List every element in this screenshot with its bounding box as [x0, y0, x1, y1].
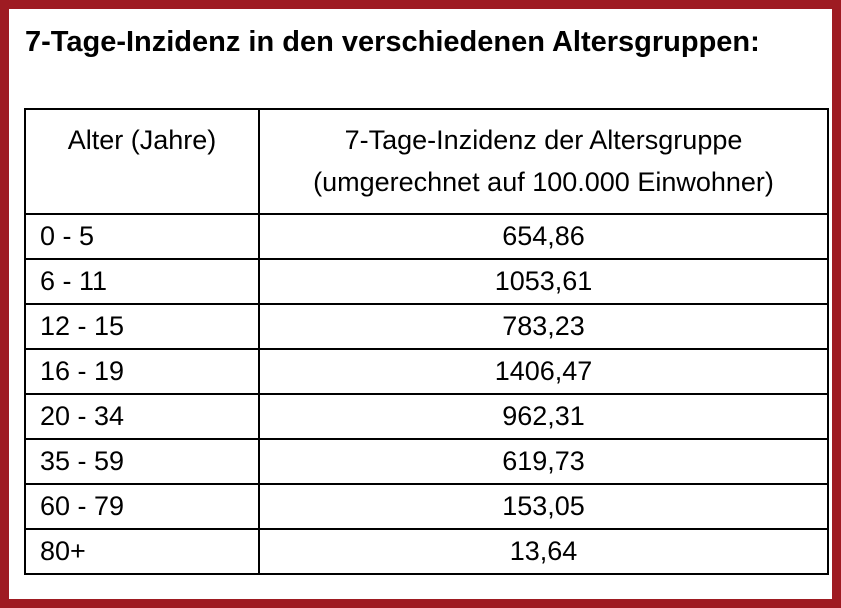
incidence-table: Alter (Jahre) 7-Tage-Inzidenz der Alters…: [24, 108, 829, 575]
value-cell: 1406,47: [258, 348, 829, 395]
value-cell: 654,86: [258, 213, 829, 260]
table-row: 6 - 11 1053,61: [24, 258, 829, 305]
table-row: 20 - 34 962,31: [24, 393, 829, 440]
table-row: 35 - 59 619,73: [24, 438, 829, 485]
age-cell: 12 - 15: [24, 303, 260, 350]
value-cell: 962,31: [258, 393, 829, 440]
value-cell: 153,05: [258, 483, 829, 530]
col-header-incidence: 7-Tage-Inzidenz der Altersgruppe (umgere…: [258, 108, 829, 215]
value-cell: 783,23: [258, 303, 829, 350]
age-cell: 35 - 59: [24, 438, 260, 485]
col-header-incidence-line1: 7-Tage-Inzidenz der Altersgruppe: [344, 125, 743, 155]
age-cell: 6 - 11: [24, 258, 260, 305]
age-cell: 0 - 5: [24, 213, 260, 260]
table-header-row: Alter (Jahre) 7-Tage-Inzidenz der Alters…: [24, 108, 829, 215]
col-header-incidence-line2: (umgerechnet auf 100.000 Einwohner): [313, 167, 774, 197]
value-cell: 1053,61: [258, 258, 829, 305]
value-cell: 13,64: [258, 528, 829, 575]
table-row: 0 - 5 654,86: [24, 213, 829, 260]
page-title: 7-Tage-Inzidenz in den verschiedenen Alt…: [25, 26, 760, 58]
age-cell: 16 - 19: [24, 348, 260, 395]
table-row: 12 - 15 783,23: [24, 303, 829, 350]
table-row: 60 - 79 153,05: [24, 483, 829, 530]
age-cell: 20 - 34: [24, 393, 260, 440]
age-cell: 60 - 79: [24, 483, 260, 530]
value-cell: 619,73: [258, 438, 829, 485]
col-header-age: Alter (Jahre): [24, 108, 260, 215]
table-row: 16 - 19 1406,47: [24, 348, 829, 395]
age-cell: 80+: [24, 528, 260, 575]
table-row: 80+ 13,64: [24, 528, 829, 575]
